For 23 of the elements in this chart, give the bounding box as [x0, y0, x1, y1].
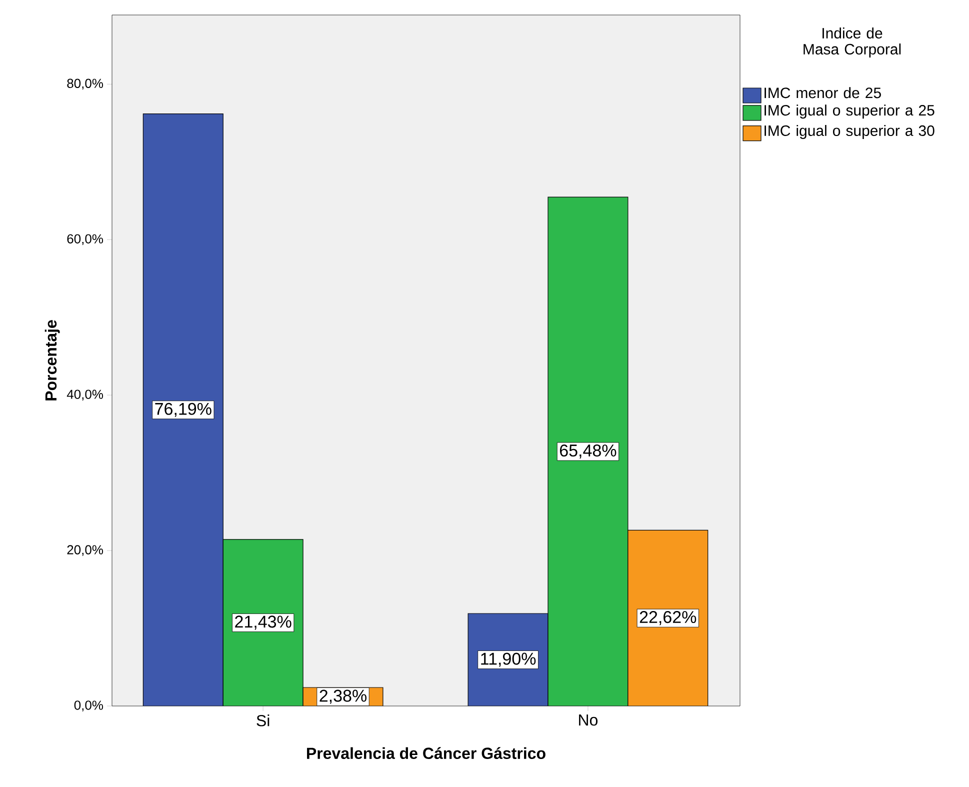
bar — [548, 196, 628, 706]
data-label: 21,43% — [235, 616, 292, 630]
y-tick-label: 20,0% — [67, 545, 104, 556]
x-tick-label: Si — [256, 714, 270, 726]
bar — [222, 539, 304, 706]
y-tick-label: 0,0% — [74, 700, 104, 712]
y-axis-title: Porcentaje — [44, 320, 60, 400]
data-label: 76,19% — [155, 402, 212, 417]
data-label: 65,48% — [560, 444, 616, 459]
data-label: 22,62% — [640, 611, 696, 626]
y-tick-label: 80,0% — [67, 78, 104, 90]
bar — [628, 530, 708, 706]
bar — [142, 113, 224, 706]
x-axis-title: Prevalencia de Cáncer Gástrico — [307, 747, 546, 759]
x-tick-label: No — [579, 714, 598, 726]
y-tick-label: 40,0% — [66, 390, 104, 400]
data-label: 11,90% — [481, 652, 536, 667]
legend-label: IMC igual o superior a 25 — [764, 104, 934, 119]
y-tick-label: 60,0% — [67, 234, 104, 245]
legend-label: IMC igual o superior a 30 — [764, 124, 934, 139]
legend-title: Indice de Masa Corporal — [804, 28, 901, 58]
data-label: 2,38% — [320, 690, 366, 704]
legend-label: IMC menor de 25 — [764, 87, 881, 98]
